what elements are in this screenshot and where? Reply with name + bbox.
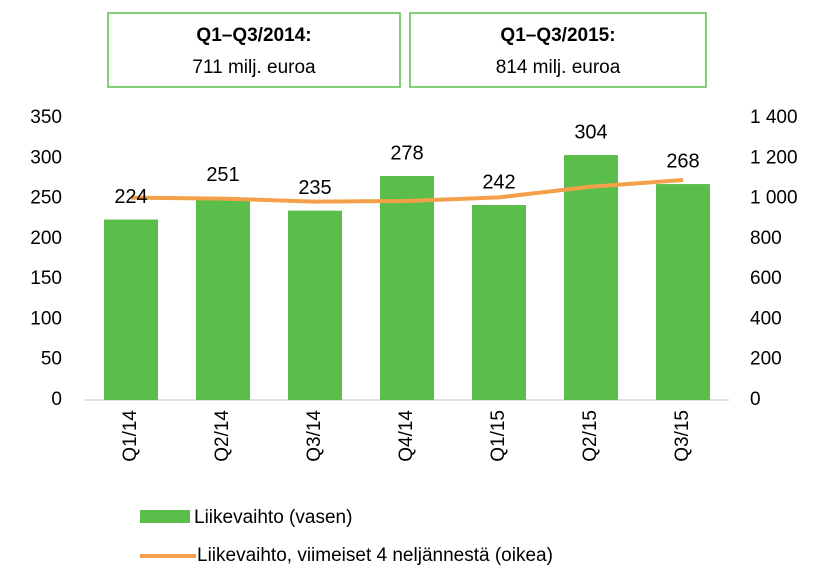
y-tick-label: 50	[41, 349, 62, 370]
y-tick-label: 0	[51, 389, 62, 410]
x-tick-label: Q4/14	[396, 410, 417, 462]
value-label: 224	[114, 186, 147, 208]
y2-tick-label: 0	[750, 389, 761, 410]
y2-tick-label: 1 200	[750, 147, 798, 168]
x-tick-label: Q1/15	[488, 410, 509, 462]
y-tick-label: 350	[30, 107, 62, 128]
y2-tick-label: 600	[750, 268, 782, 289]
annotation-text: 814 milj. euroa	[496, 57, 621, 78]
y-tick-label: 250	[30, 188, 62, 209]
y2-tick-label: 400	[750, 308, 782, 329]
y-tick-label: 150	[30, 268, 62, 289]
value-label: 278	[390, 142, 423, 164]
legend-swatch	[140, 510, 190, 523]
bar	[656, 184, 710, 400]
bar	[288, 210, 342, 400]
annotation-title: Q1–Q3/2015:	[500, 25, 615, 46]
y-tick-label: 200	[30, 228, 62, 249]
bar	[104, 219, 158, 400]
x-tick-label: Q3/14	[304, 410, 325, 462]
bar	[380, 176, 434, 400]
value-label: 242	[482, 171, 515, 193]
y2-tick-label: 1 000	[750, 188, 798, 209]
value-label: 268	[666, 150, 699, 172]
y-tick-label: 300	[30, 147, 62, 168]
y2-tick-label: 800	[750, 228, 782, 249]
bar	[564, 155, 618, 400]
bar	[472, 205, 526, 400]
bar	[196, 197, 250, 400]
value-label: 251	[206, 164, 239, 186]
y-tick-label: 100	[30, 308, 62, 329]
y2-tick-label: 200	[750, 349, 782, 370]
x-tick-label: Q3/15	[672, 410, 693, 462]
x-tick-label: Q2/14	[212, 410, 233, 462]
annotation-box	[107, 12, 401, 88]
annotation-title: Q1–Q3/2014:	[196, 25, 311, 46]
line	[130, 178, 684, 204]
annotation-text: 711 milj. euroa	[192, 57, 316, 78]
y2-tick-label: 1 400	[750, 107, 798, 128]
legend-label: Liikevaihto, viimeiset 4 neljännestä (oi…	[197, 545, 553, 566]
x-tick-label: Q1/14	[120, 410, 141, 462]
value-label: 304	[574, 121, 607, 143]
annotation-box	[409, 12, 707, 88]
value-label: 235	[298, 177, 331, 199]
legend-label: Liikevaihto (vasen)	[194, 507, 352, 528]
x-tick-label: Q2/15	[580, 410, 601, 462]
